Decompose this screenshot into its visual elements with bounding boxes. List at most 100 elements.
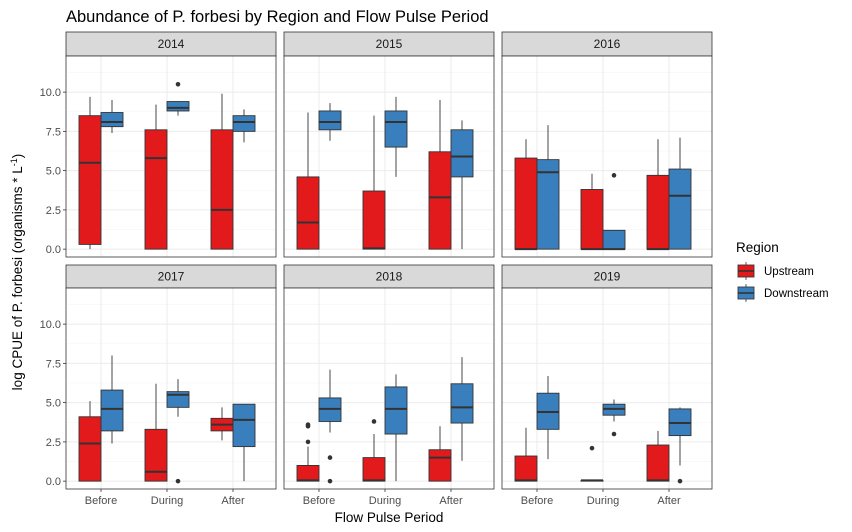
box-iqr — [384, 386, 408, 435]
panel-border — [501, 287, 713, 490]
box-iqr — [646, 444, 670, 482]
x-tick-label: Before — [303, 495, 335, 507]
y-axis-title: log CPUE of P. forbesi (organisms * L-1) — [9, 154, 25, 391]
box-iqr — [384, 110, 408, 148]
box-downstream-before — [318, 369, 342, 484]
x-tick-label: After — [657, 495, 681, 507]
box-iqr — [428, 449, 452, 482]
box-upstream-before — [78, 401, 102, 482]
legend-title: Region — [736, 240, 779, 255]
y-tick-label: 7.5 — [46, 358, 61, 370]
box-upstream-before — [514, 139, 538, 251]
box-iqr — [536, 159, 560, 250]
outlier-point — [305, 439, 311, 445]
legend-item-upstream: Upstream — [737, 262, 814, 280]
facet-strip-label: 2019 — [594, 270, 621, 284]
box-iqr — [450, 383, 474, 424]
outlier-point — [677, 478, 683, 484]
box-iqr — [428, 151, 452, 250]
box-upstream-before — [514, 427, 538, 482]
facet-panel-2017: 2017 0.0 2.5 5.0 7.5 10.0 Before During After — [40, 264, 277, 507]
facet-strip-label: 2017 — [158, 270, 185, 284]
box-downstream-after — [668, 137, 692, 250]
box-iqr — [232, 115, 256, 132]
box-upstream-during — [580, 173, 604, 251]
panel-border — [65, 287, 277, 490]
outlier-point — [611, 173, 617, 178]
facet-panel-2016: 2016 — [501, 31, 713, 258]
legend-label: Downstream — [764, 288, 829, 300]
box-iqr — [602, 229, 626, 250]
y-tick-label: 10.0 — [40, 319, 61, 331]
box-upstream-after — [428, 99, 452, 250]
y-tick-label: 0.0 — [46, 244, 61, 256]
box-downstream-during — [384, 374, 408, 482]
box-iqr — [210, 129, 234, 250]
legend: Region Upstream Downstream — [736, 240, 829, 302]
y-tick-label: 10.0 — [40, 87, 61, 99]
y-tick-label: 7.5 — [46, 126, 61, 138]
box-downstream-during — [166, 81, 190, 116]
box-upstream-before — [78, 96, 102, 250]
outlier-point — [305, 422, 311, 427]
outlier-point — [327, 478, 333, 484]
box-downstream-after — [232, 403, 256, 482]
facet-grid: 2014 0.0 2.5 5.0 7.5 10.0 2015 2016 2017 0.0 2.5 5.… — [40, 31, 713, 507]
panel-border — [283, 55, 495, 258]
x-axis-title: Flow Pulse Period — [335, 510, 444, 525]
box-downstream-during — [602, 399, 626, 437]
facet-panel-2018: 2018 Before During After — [283, 264, 495, 507]
facet-panel-2015: 2015 — [283, 31, 495, 258]
facet-strip-label: 2014 — [158, 37, 185, 51]
box-downstream-before — [536, 125, 560, 250]
outlier-point — [371, 419, 377, 424]
facet-strip — [65, 31, 277, 57]
y-axis-title-close: ) — [10, 154, 25, 159]
x-tick-label: Before — [85, 495, 117, 507]
legend-label: Upstream — [764, 266, 814, 278]
box-iqr — [450, 129, 474, 178]
outlier-point — [175, 478, 181, 484]
box-iqr — [100, 389, 124, 432]
box-iqr — [296, 464, 320, 482]
box-upstream-during — [144, 383, 168, 482]
panel-border — [65, 55, 277, 258]
box-downstream-after — [232, 109, 256, 143]
y-tick-label: 2.5 — [46, 437, 61, 449]
box-iqr — [668, 168, 692, 250]
box-iqr — [362, 190, 386, 250]
box-iqr — [78, 115, 102, 245]
outlier-point — [175, 81, 181, 87]
facet-strip-label: 2018 — [376, 270, 403, 284]
box-iqr — [232, 403, 256, 448]
box-downstream-during — [384, 96, 408, 177]
chart-title: Abundance of P. forbesi by Region and Fl… — [66, 8, 489, 26]
box-upstream-after — [210, 93, 234, 250]
box-iqr — [166, 101, 190, 112]
box-iqr — [100, 112, 124, 128]
y-axis-title-main: log CPUE of P. forbesi (organisms * L — [10, 166, 25, 391]
y-axis-title-superscript: -1 — [9, 158, 19, 166]
box-downstream-during — [166, 379, 190, 484]
y-tick-label: 2.5 — [46, 205, 61, 217]
x-tick-label: During — [151, 495, 183, 507]
x-tick-label: During — [587, 495, 619, 507]
box-iqr — [78, 416, 102, 482]
box-upstream-after — [646, 139, 670, 251]
box-upstream-during — [144, 104, 168, 250]
box-iqr — [144, 129, 168, 250]
box-iqr — [646, 174, 670, 250]
box-downstream-before — [100, 99, 124, 133]
x-tick-label: During — [369, 495, 401, 507]
box-iqr — [514, 455, 538, 482]
x-tick-label: After — [439, 495, 463, 507]
box-upstream-during — [362, 115, 386, 250]
box-downstream-after — [450, 120, 474, 250]
x-tick-label: Before — [521, 495, 553, 507]
y-tick-label: 5.0 — [46, 398, 61, 410]
outlier-point — [611, 431, 617, 437]
box-downstream-after — [668, 407, 692, 484]
box-downstream-before — [318, 103, 342, 141]
box-downstream-before — [100, 355, 124, 444]
box-downstream-after — [450, 357, 474, 461]
